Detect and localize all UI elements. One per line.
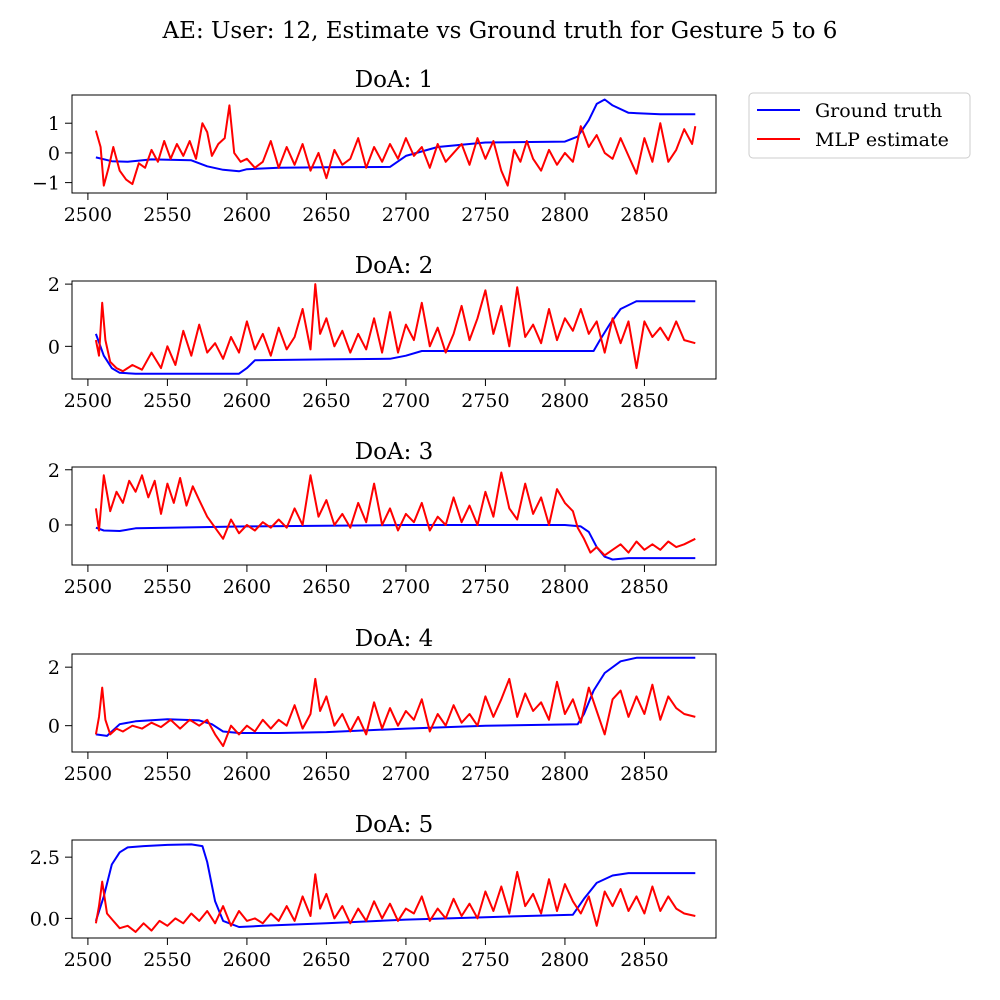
y-tick-label: 2 — [48, 460, 60, 482]
y-tick-label: 2.5 — [30, 847, 60, 869]
x-tick-label: 2550 — [143, 949, 191, 971]
subplots: DoA: 1 2500 2550 2600 2650 2700 2750 2800 2850 1 0… — [30, 67, 717, 971]
x-tick-label: 2650 — [302, 763, 350, 785]
legend: Ground truth MLP estimate — [748, 92, 971, 159]
axes-frame — [71, 280, 717, 380]
series-line-ground-truth — [95, 524, 696, 561]
x-tick-label: 2650 — [302, 204, 350, 226]
x-tick-label: 2500 — [64, 763, 112, 785]
x-tick-label: 2650 — [302, 949, 350, 971]
x-tick-label: 2850 — [620, 204, 668, 226]
x-tick-label: 2550 — [143, 576, 191, 598]
x-tick-label: 2500 — [64, 576, 112, 598]
series-line-ground-truth — [95, 98, 696, 173]
x-tick-label: 2550 — [143, 390, 191, 412]
series-line-mlp-estimate — [94, 283, 696, 373]
subplot-title: DoA: 2 — [355, 253, 434, 279]
x-tick-label: 2550 — [143, 763, 191, 785]
x-tick-label: 2800 — [541, 204, 589, 226]
x-tick-label: 2700 — [382, 763, 430, 785]
axes-frame — [71, 653, 717, 753]
series-line-ground-truth — [95, 656, 696, 737]
x-tick-label: 2500 — [64, 204, 112, 226]
subplot-doa-1: DoA: 1 2500 2550 2600 2650 2700 2750 2800 2850 1 0… — [32, 67, 717, 226]
x-tick-label: 2700 — [382, 949, 430, 971]
figure-title: AE: User: 12, Estimate vs Ground truth f… — [162, 18, 838, 44]
subplot-doa-2: DoA: 2 2500 2550 2600 2650 2700 2750 2800 2850 2 0 — [48, 253, 717, 412]
x-tick-label: 2650 — [302, 390, 350, 412]
legend-label-mlp-estimate: MLP estimate — [815, 129, 949, 151]
subplot-doa-5: DoA: 5 2500 2550 2600 2650 2700 2750 2800 2850 2.… — [30, 812, 717, 971]
x-tick-label: 2750 — [461, 390, 509, 412]
x-tick-label: 2850 — [620, 949, 668, 971]
x-tick-label: 2750 — [461, 576, 509, 598]
x-tick-label: 2800 — [541, 390, 589, 412]
x-tick-label: 2850 — [620, 576, 668, 598]
x-tick-label: 2700 — [382, 204, 430, 226]
x-tick-label: 2500 — [64, 949, 112, 971]
axes-frame — [71, 839, 717, 939]
x-tick-label: 2800 — [541, 949, 589, 971]
x-tick-label: 2700 — [382, 390, 430, 412]
x-tick-label: 2600 — [223, 949, 271, 971]
y-tick-label: 2 — [48, 657, 60, 679]
y-tick-label: 2 — [48, 274, 60, 296]
y-tick-label: 0 — [48, 336, 60, 358]
x-tick-label: 2800 — [541, 576, 589, 598]
y-tick-label: 1 — [48, 113, 60, 135]
axes-frame — [71, 94, 717, 194]
series-line-mlp-estimate — [94, 471, 696, 557]
x-tick-label: 2750 — [461, 949, 509, 971]
subplot-doa-4: DoA: 4 2500 2550 2600 2650 2700 2750 2800 2850 2 0 — [48, 626, 717, 785]
x-tick-label: 2650 — [302, 576, 350, 598]
y-tick-label: 0 — [48, 716, 60, 738]
x-tick-label: 2750 — [461, 204, 509, 226]
subplot-doa-3: DoA: 3 2500 2550 2600 2650 2700 2750 2800 2850 2 0 — [48, 439, 717, 598]
axes-frame — [71, 466, 717, 566]
series-line-mlp-estimate — [94, 677, 696, 748]
x-tick-label: 2600 — [223, 763, 271, 785]
series-line-ground-truth — [94, 300, 696, 375]
y-tick-label: −1 — [32, 173, 60, 195]
subplot-title: DoA: 5 — [355, 812, 434, 838]
subplot-title: DoA: 3 — [355, 439, 434, 465]
y-tick-label: 0 — [48, 143, 60, 165]
subplot-title: DoA: 1 — [355, 67, 434, 93]
x-tick-label: 2850 — [620, 390, 668, 412]
y-tick-label: 0 — [48, 515, 60, 537]
x-tick-label: 2600 — [223, 576, 271, 598]
x-tick-label: 2850 — [620, 763, 668, 785]
x-tick-label: 2550 — [143, 204, 191, 226]
y-tick-label: 0.0 — [30, 908, 60, 930]
x-tick-label: 2750 — [461, 763, 509, 785]
legend-label-ground-truth: Ground truth — [815, 100, 942, 122]
x-tick-label: 2700 — [382, 576, 430, 598]
x-tick-label: 2800 — [541, 763, 589, 785]
x-tick-label: 2600 — [223, 390, 271, 412]
series-line-mlp-estimate — [94, 870, 696, 933]
series-line-mlp-estimate — [94, 104, 697, 187]
x-tick-label: 2500 — [64, 390, 112, 412]
x-tick-label: 2600 — [223, 204, 271, 226]
legend-frame — [748, 92, 971, 159]
subplot-title: DoA: 4 — [355, 626, 434, 652]
